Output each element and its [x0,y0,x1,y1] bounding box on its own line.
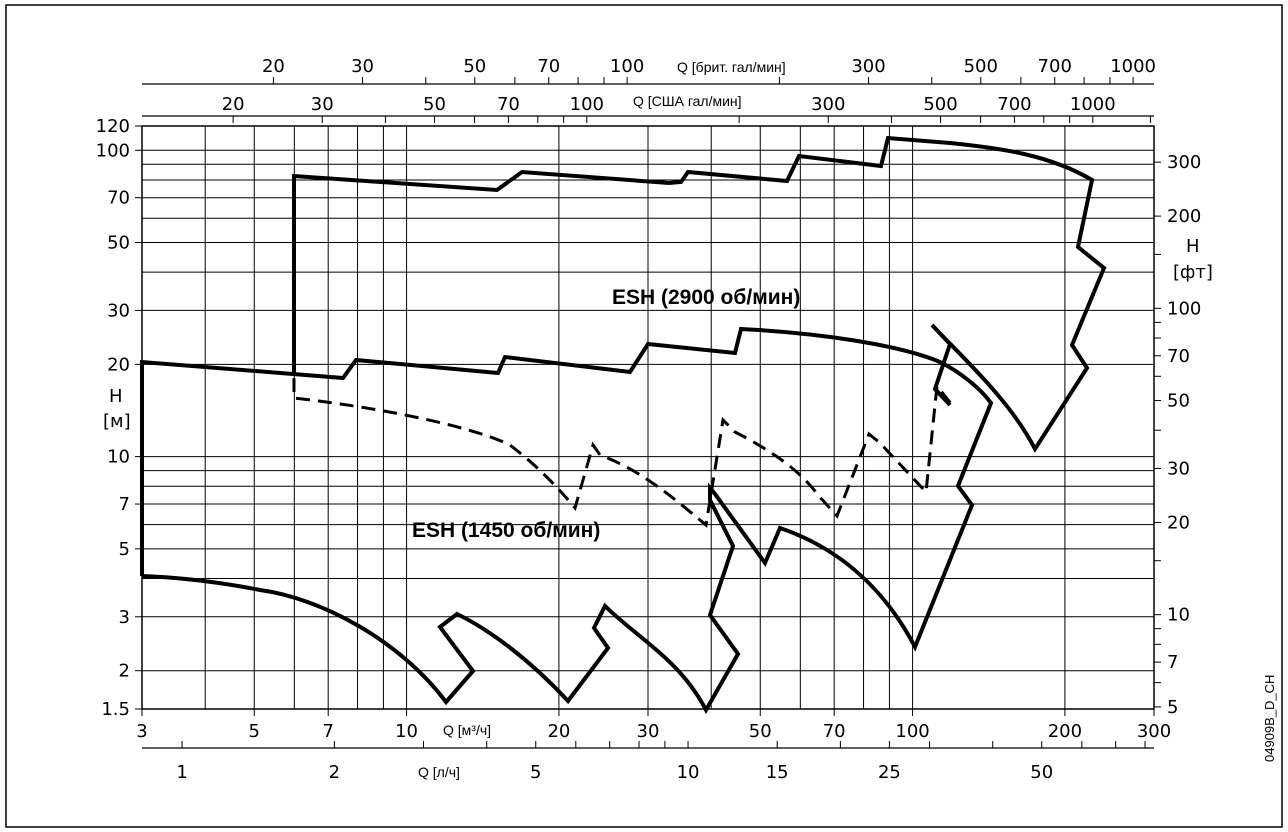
tick-label-us-gpm: 50 [423,94,446,115]
figure-code: 04909B_D_CH [1262,675,1277,762]
tick-label-uk-gpm: 50 [463,56,486,77]
tick-label-h-m: 2 [119,661,130,682]
tick-label-h-m: 120 [96,116,130,137]
tick-label-q-m3h: 5 [249,721,260,742]
tick-label-q-m3h: 10 [395,721,418,742]
tick-label-h-m: 50 [107,232,130,253]
y-axis-label-h: H [109,386,123,407]
tick-label-q-l-per-s: 10 [677,762,700,783]
bottom-axes: 3 5 7 10 20 30 50 70 100 200 300 1 2 5 10 15 25 50 Q [м³… [136,709,1171,783]
tick-label-h-ft: 7 [1167,652,1178,673]
tick-label-us-gpm: 700 [997,94,1031,115]
tick-label-q-m3h: 20 [547,721,570,742]
tick-label-us-gpm: 70 [497,94,520,115]
tick-label-h-m: 1.5 [101,699,130,720]
tick-label-q-m3h: 30 [637,721,660,742]
tick-label-h-m: 30 [107,300,130,321]
tick-label-h-m: 3 [119,607,130,628]
tick-label-q-l-per-s: 50 [1030,762,1053,783]
top-axes: 20 30 50 70 100 300 500 700 1000 20 30 50 70 100 300 5… [142,56,1156,123]
tick-label-q-m3h: 200 [1048,721,1082,742]
tick-label-h-ft: 300 [1167,152,1201,173]
axis-label-us-gpm: Q [США гал/мин] [633,93,742,109]
tick-label-h-ft: 70 [1167,346,1190,367]
axis-label-q-l-per-s: Q [л/ч] [418,764,460,780]
performance-curves: ESH (2900 об/мин) ESH (1450 об/мин) [140,135,1107,715]
tick-label-uk-gpm: 300 [851,56,885,77]
tick-label-uk-gpm: 500 [964,56,998,77]
tick-label-h-m: 70 [107,188,130,209]
curve-label-1450: ESH (1450 об/мин) [412,519,600,542]
tick-label-uk-gpm: 30 [351,56,374,77]
tick-label-q-m3h: 7 [322,721,333,742]
tick-label-h-ft: 50 [1167,391,1190,412]
curve-2900-lower-envelope [140,326,994,715]
tick-label-uk-gpm: 20 [262,56,285,77]
tick-label-q-m3h: 70 [823,721,846,742]
curve-1450-dashed [292,378,954,528]
tick-label-h-m: 7 [119,494,130,515]
tick-label-uk-gpm: 100 [610,56,644,77]
figure-frame [5,4,1283,828]
tick-label-h-ft: 5 [1167,697,1178,718]
y-axis-label-h-ft: H [1186,236,1200,257]
tick-label-h-m: 20 [107,354,130,375]
tick-label-h-ft: 200 [1167,206,1201,227]
axis-label-uk-gpm: Q [брит. гал/мин] [677,59,786,75]
left-axis: 1.5 2 3 5 7 10 20 30 50 70 100 120 H [м] [96,116,142,720]
tick-label-us-gpm: 500 [923,94,957,115]
tick-label-h-ft: 10 [1167,605,1190,626]
right-axis: 5 7 10 20 30 50 70 100 200 300 H [фт] [1154,152,1213,718]
tick-label-h-m: 5 [119,539,130,560]
tick-label-uk-gpm: 70 [537,56,560,77]
tick-label-us-gpm: 300 [811,94,845,115]
tick-label-q-l-per-s: 1 [176,762,187,783]
tick-label-h-m: 10 [107,447,130,468]
tick-label-q-l-per-s: 5 [530,762,541,783]
tick-label-h-ft: 30 [1167,459,1190,480]
tick-label-uk-gpm: 1000 [1110,56,1156,77]
tick-label-us-gpm: 20 [222,94,245,115]
tick-label-q-m3h: 300 [1137,721,1171,742]
tick-label-us-gpm: 30 [311,94,334,115]
tick-label-q-l-per-s: 25 [878,762,901,783]
tick-label-q-m3h: 50 [749,721,772,742]
tick-label-q-m3h: 3 [136,721,147,742]
tick-label-h-ft: 20 [1167,512,1190,533]
tick-label-us-gpm: 1000 [1070,94,1116,115]
y-axis-label-unit-m: [м] [103,411,131,432]
axis-label-q-m3h: Q [м³/ч] [443,722,491,738]
curve-label-2900: ESH (2900 об/мин) [612,286,800,309]
tick-label-q-m3h: 100 [895,721,929,742]
tick-label-h-m: 100 [96,140,130,161]
tick-label-q-l-per-s: 2 [329,762,340,783]
grid-lines [142,126,1154,709]
tick-label-uk-gpm: 700 [1038,56,1072,77]
tick-label-us-gpm: 100 [570,94,604,115]
curve-2900-upper-envelope [292,135,1107,454]
y-axis-label-unit-ft: [фт] [1173,262,1213,283]
tick-label-q-l-per-s: 15 [766,762,789,783]
tick-label-h-ft: 100 [1167,298,1201,319]
